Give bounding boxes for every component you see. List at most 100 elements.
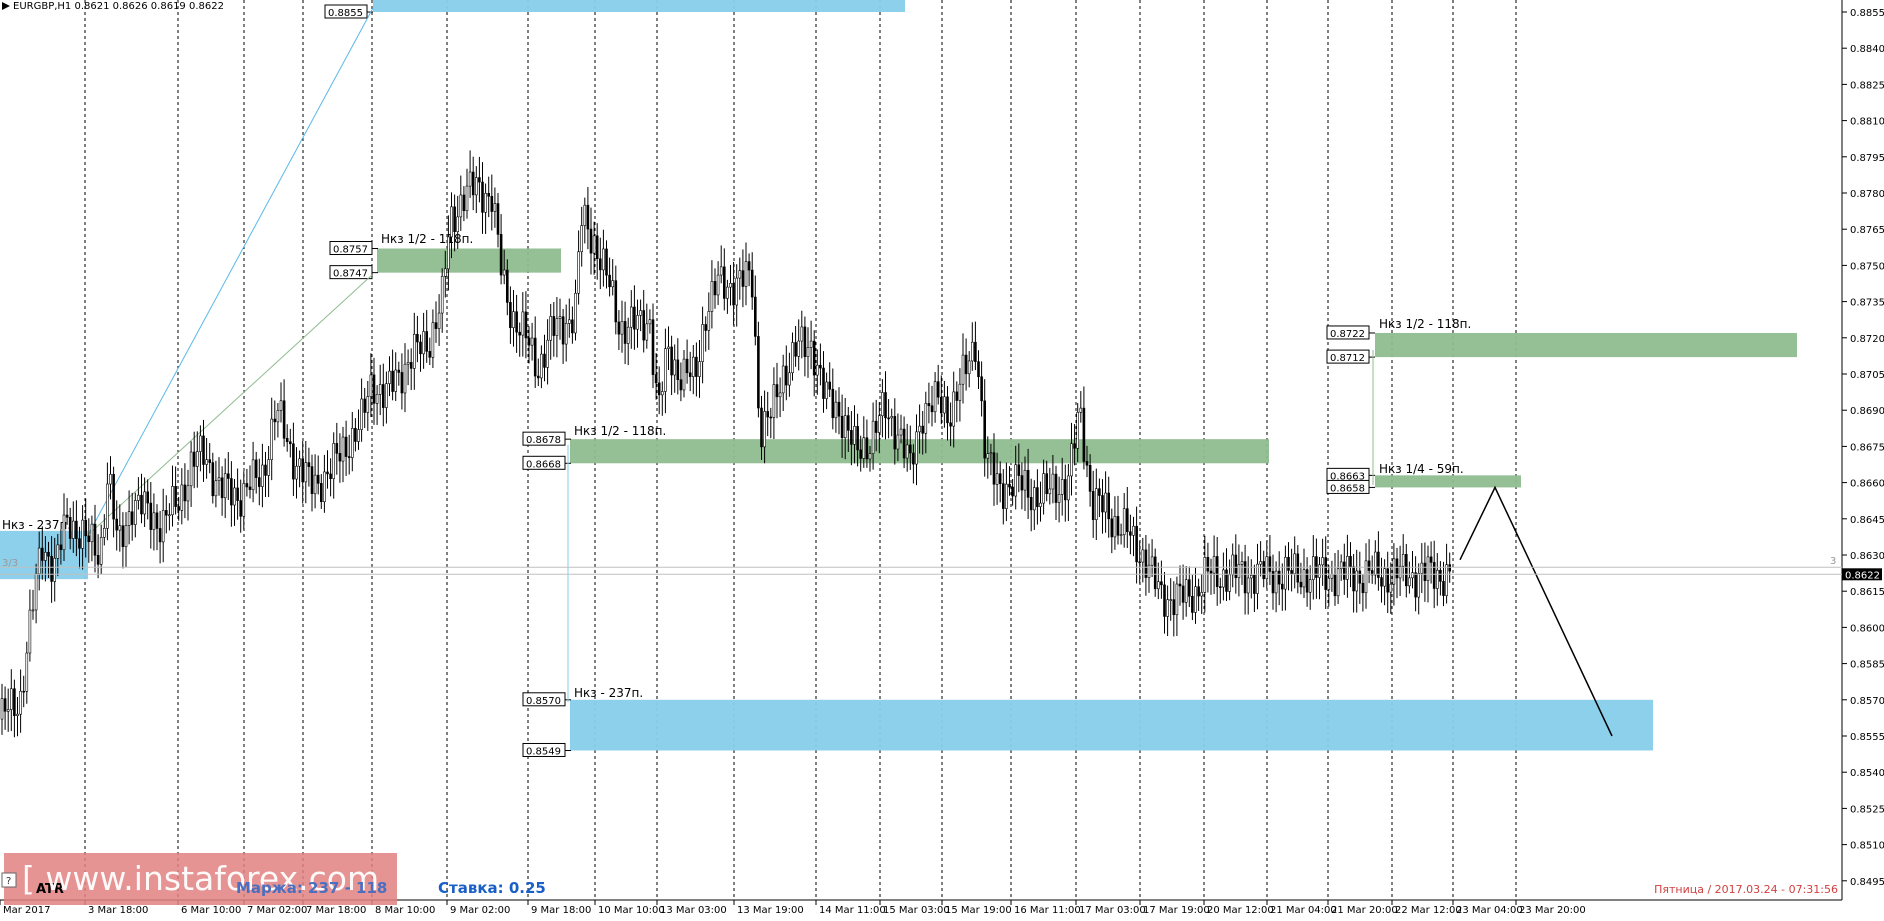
candle-body <box>667 346 670 349</box>
candle-body <box>298 458 301 467</box>
y-tick-label: 0.8750 <box>1850 261 1884 272</box>
candle-body <box>760 407 763 448</box>
candle-body <box>177 506 180 511</box>
candle-body <box>264 464 267 476</box>
candle-body <box>642 310 646 341</box>
candle-body <box>357 429 360 442</box>
candle-body <box>332 443 336 479</box>
candle-body <box>84 519 87 537</box>
candle-body <box>884 392 887 419</box>
x-tick-label: 13 Mar 03:00 <box>660 905 727 916</box>
candle-body <box>375 394 379 404</box>
candle-body <box>1271 571 1275 594</box>
candle-body <box>1417 573 1420 598</box>
candle-body <box>152 512 156 530</box>
candle-body <box>670 346 673 376</box>
candle-body <box>211 462 215 497</box>
candle-body <box>385 383 388 408</box>
candle-body <box>481 181 484 213</box>
candle-body <box>313 474 317 494</box>
candle-body <box>1166 599 1169 617</box>
candle-body <box>350 428 354 458</box>
candle-body <box>868 453 872 460</box>
candle-body <box>809 340 813 348</box>
candle-body <box>645 323 649 341</box>
y-tick-label: 0.8495 <box>1850 877 1884 888</box>
candle-body <box>1020 475 1024 491</box>
level-zone <box>373 0 905 12</box>
stake-label: Ставка: 0.25 <box>438 879 546 897</box>
candle-body <box>1308 579 1312 593</box>
candle-body <box>617 321 621 335</box>
candle-body <box>555 318 559 336</box>
candle-body <box>1281 583 1284 590</box>
help-icon[interactable]: ? <box>6 876 11 887</box>
candle-body <box>1104 492 1107 513</box>
zone-label: Нкз 1/2 - 118п. <box>381 232 473 246</box>
candle-body <box>819 364 822 369</box>
x-tick-label: 9 Mar 18:00 <box>531 905 591 916</box>
candle-body <box>279 400 283 411</box>
candle-body <box>106 483 109 529</box>
y-tick-label: 0.8705 <box>1850 370 1884 381</box>
y-tick-label: 0.8525 <box>1850 804 1884 815</box>
candle-body <box>1318 564 1321 578</box>
candle-body <box>285 437 289 443</box>
candle-body <box>577 251 580 294</box>
candle-body <box>217 477 221 482</box>
candle-body <box>871 420 875 454</box>
candle-body <box>927 403 931 407</box>
candle-body <box>757 336 760 409</box>
candle-body <box>521 311 525 336</box>
candle-body <box>874 420 878 433</box>
level-zones: Нкз - 237п. 0.8855 Нкз 1/2 - 118п. 0.8757 0.… <box>0 0 1797 757</box>
candle-body <box>688 372 692 377</box>
candle-body <box>1296 553 1300 583</box>
candle-body <box>28 609 32 654</box>
candle-body <box>983 400 987 459</box>
candle-body <box>794 342 797 357</box>
candle-body <box>1324 557 1327 590</box>
candle-body <box>936 381 940 398</box>
candle-body <box>735 277 739 306</box>
candle-body <box>1256 563 1259 594</box>
candle-body <box>112 474 115 520</box>
y-tick-label: 0.8570 <box>1850 696 1884 707</box>
candle-body <box>44 552 47 561</box>
candle-body <box>1392 558 1396 585</box>
y-tick-label: 0.8510 <box>1850 841 1884 852</box>
price-tag-label: 0.8663 <box>1330 471 1365 482</box>
candle-body <box>62 514 66 551</box>
level-zone <box>0 530 88 580</box>
y-tick-label: 0.8840 <box>1850 44 1884 55</box>
candle-body <box>1287 556 1290 571</box>
candle-body <box>220 477 224 499</box>
candle-body <box>227 473 230 479</box>
candle-body <box>40 547 44 561</box>
candle-body <box>1262 561 1265 580</box>
candle-body <box>1091 491 1095 520</box>
help-box[interactable] <box>1 872 17 888</box>
candle-body <box>68 517 72 539</box>
y-tick-label: 0.8600 <box>1850 623 1884 634</box>
candle-body <box>729 283 732 288</box>
symbol-arrow-icon[interactable] <box>2 2 10 10</box>
candle-body <box>13 688 16 716</box>
candle-body <box>1138 561 1141 564</box>
candle-body <box>0 698 4 720</box>
candle-body <box>843 415 847 438</box>
candle-body <box>998 473 1002 484</box>
candle-body <box>822 367 825 399</box>
candle-body <box>586 204 590 230</box>
y-tick-label: 0.8765 <box>1850 225 1884 236</box>
candle-body <box>1349 555 1352 567</box>
candle-body <box>812 340 816 376</box>
candle-body <box>1141 549 1145 563</box>
y-tick-label: 0.8540 <box>1850 768 1884 779</box>
candle-body <box>239 500 242 517</box>
candle-body <box>995 473 999 485</box>
candle-body <box>450 206 453 238</box>
x-tick-label: 16 Mar 11:00 <box>1014 905 1081 916</box>
candle-body <box>1228 574 1231 592</box>
